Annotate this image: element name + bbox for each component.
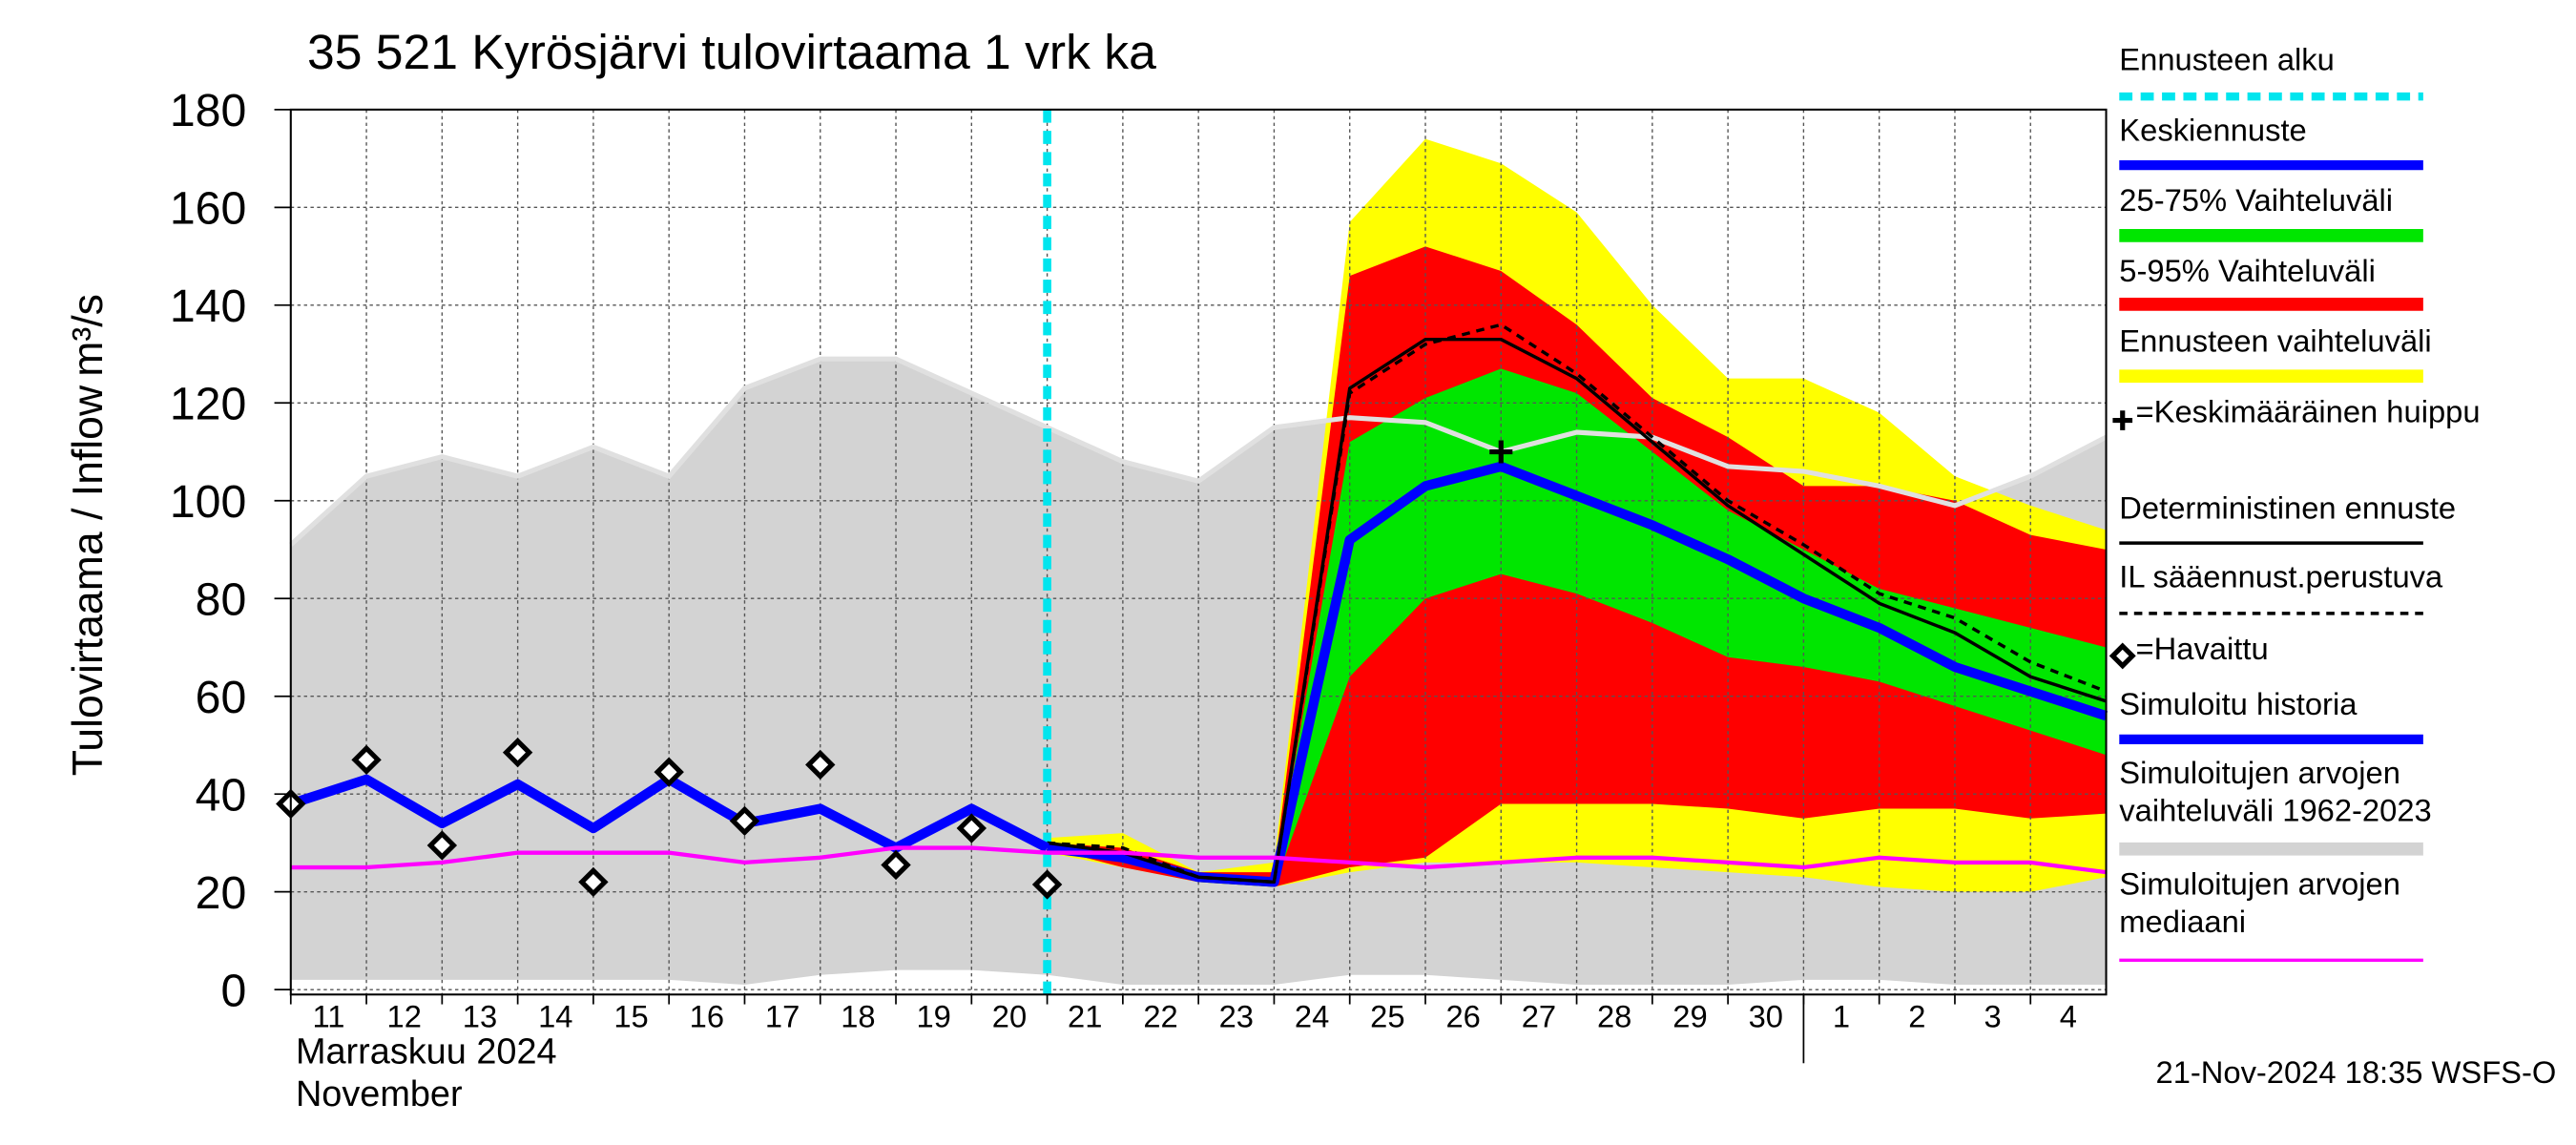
- legend-label: =Havaittu: [2135, 633, 2269, 668]
- x-tick-label: 26: [1445, 999, 1480, 1034]
- y-tick-label: 180: [170, 85, 246, 136]
- x-tick-label: 2: [1908, 999, 1925, 1034]
- observed-point: [502, 738, 533, 768]
- y-tick-label: 40: [196, 769, 247, 821]
- y-tick-label: 140: [170, 281, 246, 332]
- observed-point: [729, 805, 760, 837]
- x-tick-label: 13: [463, 999, 497, 1034]
- x-tick-label: 12: [387, 999, 422, 1034]
- legend-item: IL sääennust.perustuva: [2119, 561, 2443, 595]
- legend-item: =Keskimääräinen huippu: [2135, 395, 2481, 430]
- series-line: [1047, 323, 2108, 885]
- x-tick-label: 21: [1068, 999, 1102, 1034]
- legend-item: 25-75% Vaihteluväli: [2119, 184, 2394, 219]
- legend-label: Ennusteen alku: [2119, 44, 2335, 79]
- x-tick-label: 29: [1672, 999, 1707, 1034]
- legend-item: Deterministinen ennuste: [2119, 492, 2457, 527]
- legend-label: IL sääennust.perustuva: [2119, 561, 2443, 595]
- legend-label: Deterministinen ennuste: [2119, 492, 2457, 527]
- month-label: November: [296, 1074, 463, 1114]
- y-tick-label: 0: [220, 965, 246, 1016]
- observed-point: [881, 849, 911, 881]
- legend-label: Simuloitujen arvojen vaihteluväli 1962-2…: [2119, 757, 2432, 830]
- legend-label: 5-95% Vaihteluväli: [2119, 255, 2376, 290]
- plot-frame: [289, 108, 2108, 996]
- lines: [276, 109, 2109, 995]
- x-tick-label: 20: [992, 999, 1027, 1034]
- observed-point: [654, 757, 684, 787]
- x-tick-label: 16: [690, 999, 724, 1034]
- x-tick-label: 4: [2060, 999, 2077, 1034]
- y-axis-label: Tulovirtaama / Inflow: [65, 385, 112, 776]
- legend-swatch: [2112, 410, 2133, 430]
- x-tick-label: 30: [1749, 999, 1783, 1034]
- y-tick-label: 80: [196, 573, 247, 625]
- y-tick-label: 120: [170, 379, 246, 430]
- x-tick-label: 27: [1522, 999, 1556, 1034]
- legend-item: Simuloitu historia: [2119, 688, 2358, 723]
- legend-swatch: [2109, 642, 2136, 670]
- x-tick-label: 14: [538, 999, 572, 1034]
- footer: 21-Nov-2024 18:35 WSFS-O: [2156, 1054, 2557, 1090]
- x-tick-label: 25: [1370, 999, 1404, 1034]
- series-line: [290, 845, 2107, 875]
- chart-title: 35 521 Kyrösjärvi tulovirtaama 1 vrk ka: [307, 24, 1156, 79]
- legend-item: =Havaittu: [2135, 633, 2269, 668]
- legend-item: Ennusteen vaihteluväli: [2119, 325, 2432, 361]
- x-tick-label: 11: [312, 999, 344, 1034]
- x-tick-label: 15: [613, 999, 648, 1034]
- observed-point: [578, 866, 609, 898]
- x-tick-label: 24: [1295, 999, 1329, 1034]
- y-axis-unit: m³/s: [65, 294, 112, 377]
- observed-point: [426, 830, 458, 861]
- observed-point: [805, 749, 836, 781]
- legend-label: Ennusteen vaihteluväli: [2119, 325, 2432, 361]
- range-band: [1047, 368, 2107, 887]
- range-band-edge: [289, 356, 2108, 547]
- legend-item: 5-95% Vaihteluväli: [2119, 255, 2376, 290]
- y-tick-label: 60: [196, 672, 247, 723]
- x-tick-label: 17: [765, 999, 800, 1034]
- month-label: Marraskuu 2024: [296, 1031, 557, 1072]
- legend-item: Ennusteen alku: [2119, 44, 2335, 79]
- legend-label: 25-75% Vaihteluväli: [2119, 184, 2394, 219]
- x-tick-label: 1: [1833, 999, 1850, 1034]
- y-tick-label: 160: [170, 183, 246, 235]
- legend-item: Keskiennuste: [2119, 114, 2307, 149]
- observed-point: [1031, 869, 1063, 900]
- legend-label: Keskiennuste: [2119, 114, 2307, 149]
- y-tick-label: 100: [170, 476, 246, 528]
- x-tick-label: 22: [1143, 999, 1177, 1034]
- legend-label: Simuloitu historia: [2119, 688, 2358, 723]
- peak-marker: [1489, 440, 1513, 464]
- x-tick-label: 28: [1597, 999, 1631, 1034]
- y-tick-label: 20: [196, 867, 247, 919]
- legend-item: Simuloitujen arvojen mediaani: [2119, 868, 2400, 941]
- x-tick-label: 19: [916, 999, 950, 1034]
- x-tick-label: 23: [1219, 999, 1254, 1034]
- x-tick-label: 18: [841, 999, 875, 1034]
- legend-item: Simuloitujen arvojen vaihteluväli 1962-2…: [2119, 757, 2432, 830]
- legend-label: Simuloitujen arvojen mediaani: [2119, 868, 2400, 941]
- x-tick-label: 3: [1984, 999, 2002, 1034]
- legend-label: =Keskimääräinen huippu: [2135, 395, 2481, 430]
- observed-point: [956, 813, 987, 843]
- observed-point: [351, 744, 382, 775]
